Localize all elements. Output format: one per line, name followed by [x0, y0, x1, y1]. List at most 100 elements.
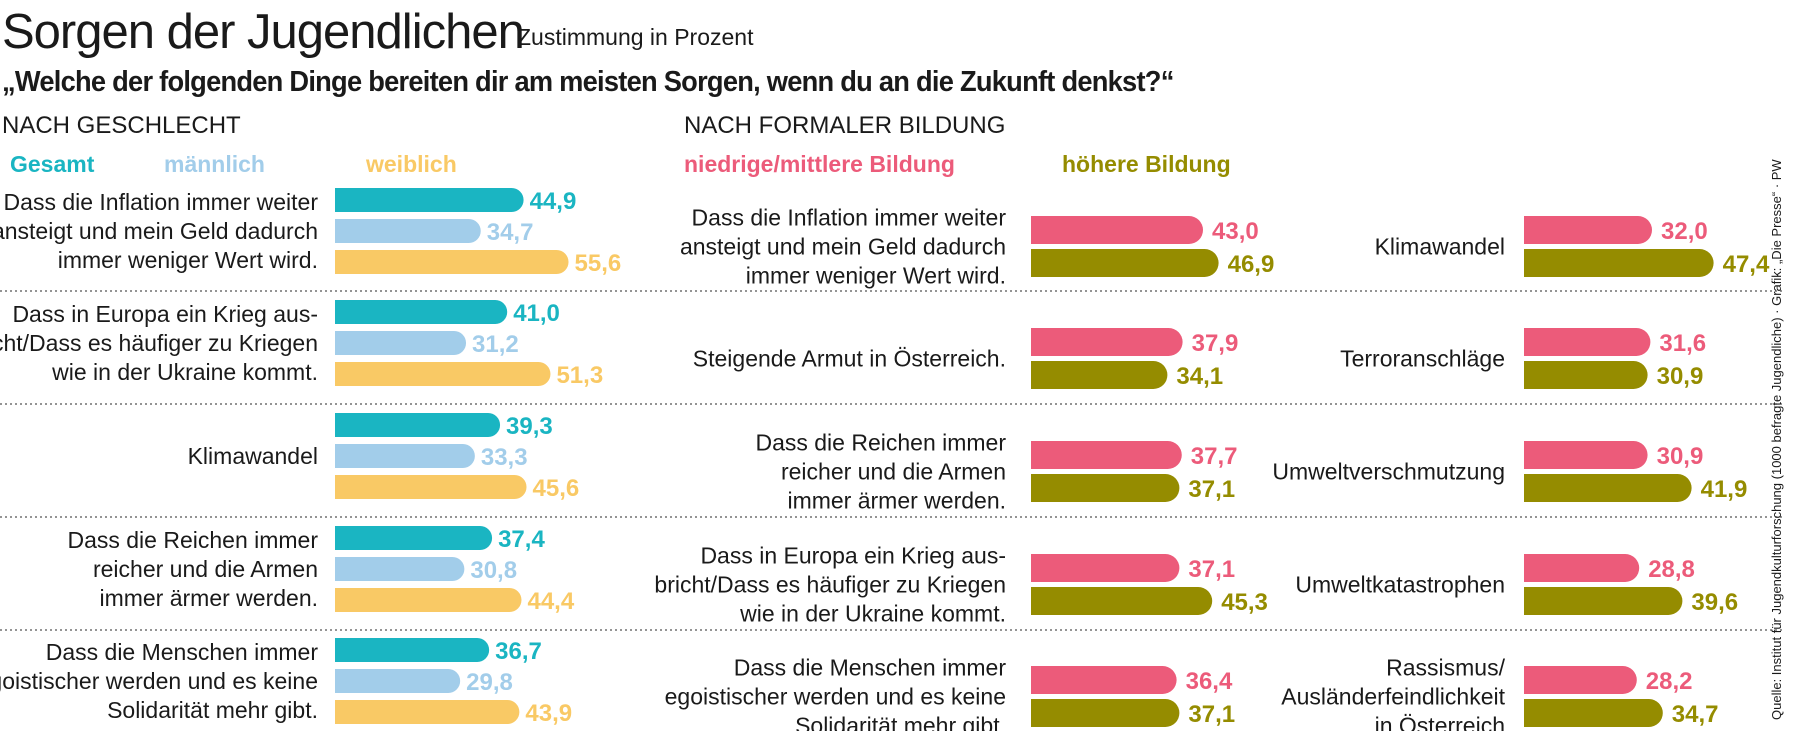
data-label-gesamt: 41,0 [513, 300, 560, 327]
bar-weiblich [335, 362, 551, 386]
bar-niedrig [1524, 441, 1648, 469]
data-label-maennlich: 33,3 [481, 444, 528, 471]
bar-weiblich [335, 250, 569, 274]
category-label: ansteigt und mein Geld dadurch [0, 218, 318, 244]
category-label: Klimawandel [188, 443, 318, 469]
bar-hoeher [1031, 361, 1168, 389]
bar-gesamt [335, 188, 524, 212]
bar-niedrig [1031, 441, 1182, 469]
bar-niedrig [1031, 666, 1177, 694]
bar-hoeher [1031, 249, 1219, 277]
legend-weiblich: weiblich [365, 151, 457, 177]
category-label: Umweltverschmutzung [1272, 459, 1505, 485]
data-label-hoeher: 37,1 [1188, 701, 1235, 728]
category-label: in Österreich [1375, 713, 1505, 731]
section-title-gender: NACH GESCHLECHT [2, 112, 241, 139]
bar-maennlich [335, 444, 475, 468]
data-label-hoeher: 39,6 [1691, 589, 1738, 616]
bar-hoeher [1524, 699, 1663, 727]
bar-gesamt [335, 413, 501, 437]
category-label: Rassismus/ [1386, 655, 1505, 681]
bar-hoeher [1031, 699, 1180, 727]
bar-weiblich [335, 700, 520, 724]
category-label: Ausländerfeindlichkeit [1281, 684, 1505, 710]
data-label-niedrig: 37,1 [1188, 556, 1235, 583]
category-label: Solidarität mehr gibt. [795, 713, 1006, 731]
category-label: Dass die Reichen immer [755, 430, 1006, 456]
category-label: Dass die Inflation immer weiter [4, 189, 319, 215]
data-label-niedrig: 37,9 [1192, 330, 1239, 357]
bar-hoeher [1031, 587, 1213, 615]
data-label-niedrig: 37,7 [1191, 443, 1238, 470]
data-label-weiblich: 51,3 [556, 362, 603, 389]
legend-niedrige-bildung: niedrige/mittlere Bildung [684, 151, 955, 177]
category-label: immer weniger Wert wird. [746, 263, 1006, 289]
data-label-niedrig: 28,8 [1648, 556, 1695, 583]
page-subtitle: Zustimmung in Prozent [517, 24, 754, 50]
bar-niedrig [1524, 216, 1652, 244]
data-label-weiblich: 44,4 [527, 588, 574, 615]
bar-weiblich [335, 475, 527, 500]
bar-maennlich [335, 669, 461, 693]
category-label: Solidarität mehr gibt. [107, 697, 318, 723]
data-label-hoeher: 34,7 [1672, 701, 1719, 728]
survey-question: „Welche der folgenden Dinge bereiten dir… [2, 66, 1174, 98]
data-label-weiblich: 55,6 [575, 250, 622, 277]
bar-niedrig [1031, 216, 1203, 244]
category-label: Dass in Europa ein Krieg aus- [700, 543, 1006, 569]
data-label-niedrig: 30,9 [1657, 443, 1704, 470]
bar-hoeher [1524, 474, 1692, 502]
bar-niedrig [1524, 554, 1640, 582]
data-label-gesamt: 39,3 [506, 413, 553, 440]
data-label-weiblich: 43,9 [525, 700, 572, 727]
data-label-gesamt: 44,9 [530, 188, 577, 215]
bar-niedrig [1031, 554, 1180, 582]
category-label: immer ärmer werden. [99, 585, 318, 611]
legend-hoehere-bildung: höhere Bildung [1062, 151, 1231, 177]
category-label: Dass in Europa ein Krieg aus- [12, 301, 318, 327]
category-label: wie in der Ukraine kommt. [739, 601, 1006, 627]
category-label: egoistischer werden und es keine [665, 684, 1006, 710]
bar-gesamt [335, 638, 490, 662]
data-label-hoeher: 30,9 [1657, 363, 1704, 390]
category-label: Umweltkatastrophen [1295, 572, 1505, 598]
category-label: reicher und die Armen [93, 556, 318, 582]
bar-niedrig [1524, 328, 1651, 356]
category-label: Terroranschläge [1340, 346, 1505, 372]
data-label-weiblich: 45,6 [533, 475, 580, 502]
legend-maennlich: männlich [164, 151, 265, 177]
data-label-niedrig: 43,0 [1212, 218, 1259, 245]
category-label: immer ärmer werden. [787, 488, 1006, 514]
data-label-niedrig: 36,4 [1186, 668, 1233, 695]
category-label: Dass die Menschen immer [734, 655, 1007, 681]
data-label-niedrig: 31,6 [1659, 330, 1706, 357]
data-label-hoeher: 46,9 [1228, 251, 1275, 278]
data-label-maennlich: 29,8 [466, 669, 513, 696]
category-label: Dass die Inflation immer weiter [692, 205, 1007, 231]
data-label-maennlich: 34,7 [487, 219, 534, 246]
category-label: Steigende Armut in Österreich. [693, 346, 1006, 372]
bar-hoeher [1031, 474, 1180, 502]
data-label-niedrig: 32,0 [1661, 218, 1708, 245]
bar-hoeher [1524, 361, 1648, 389]
bar-weiblich [335, 588, 522, 612]
category-label: bricht/Dass es häufiger zu Kriegen [0, 330, 318, 356]
section-title-education: NACH FORMALER BILDUNG [684, 112, 1005, 139]
data-label-hoeher: 34,1 [1176, 363, 1223, 390]
category-label: ansteigt und mein Geld dadurch [680, 234, 1006, 260]
category-label: egoistischer werden und es keine [0, 668, 318, 694]
legend-gesamt: Gesamt [10, 151, 95, 177]
data-label-gesamt: 37,4 [498, 526, 545, 553]
category-label: Dass die Reichen immer [67, 527, 318, 553]
data-label-niedrig: 28,2 [1646, 668, 1693, 695]
bar-gesamt [335, 526, 493, 550]
data-label-hoeher: 37,1 [1188, 476, 1235, 503]
data-label-hoeher: 47,4 [1723, 251, 1770, 278]
category-label: Klimawandel [1375, 234, 1505, 260]
data-label-maennlich: 30,8 [470, 557, 517, 584]
data-label-hoeher: 45,3 [1221, 589, 1268, 616]
title-block: Sorgen der Jugendlichen Zustimmung in Pr… [0, 0, 1780, 100]
category-label: wie in der Ukraine kommt. [51, 359, 318, 385]
data-label-maennlich: 31,2 [472, 331, 519, 358]
